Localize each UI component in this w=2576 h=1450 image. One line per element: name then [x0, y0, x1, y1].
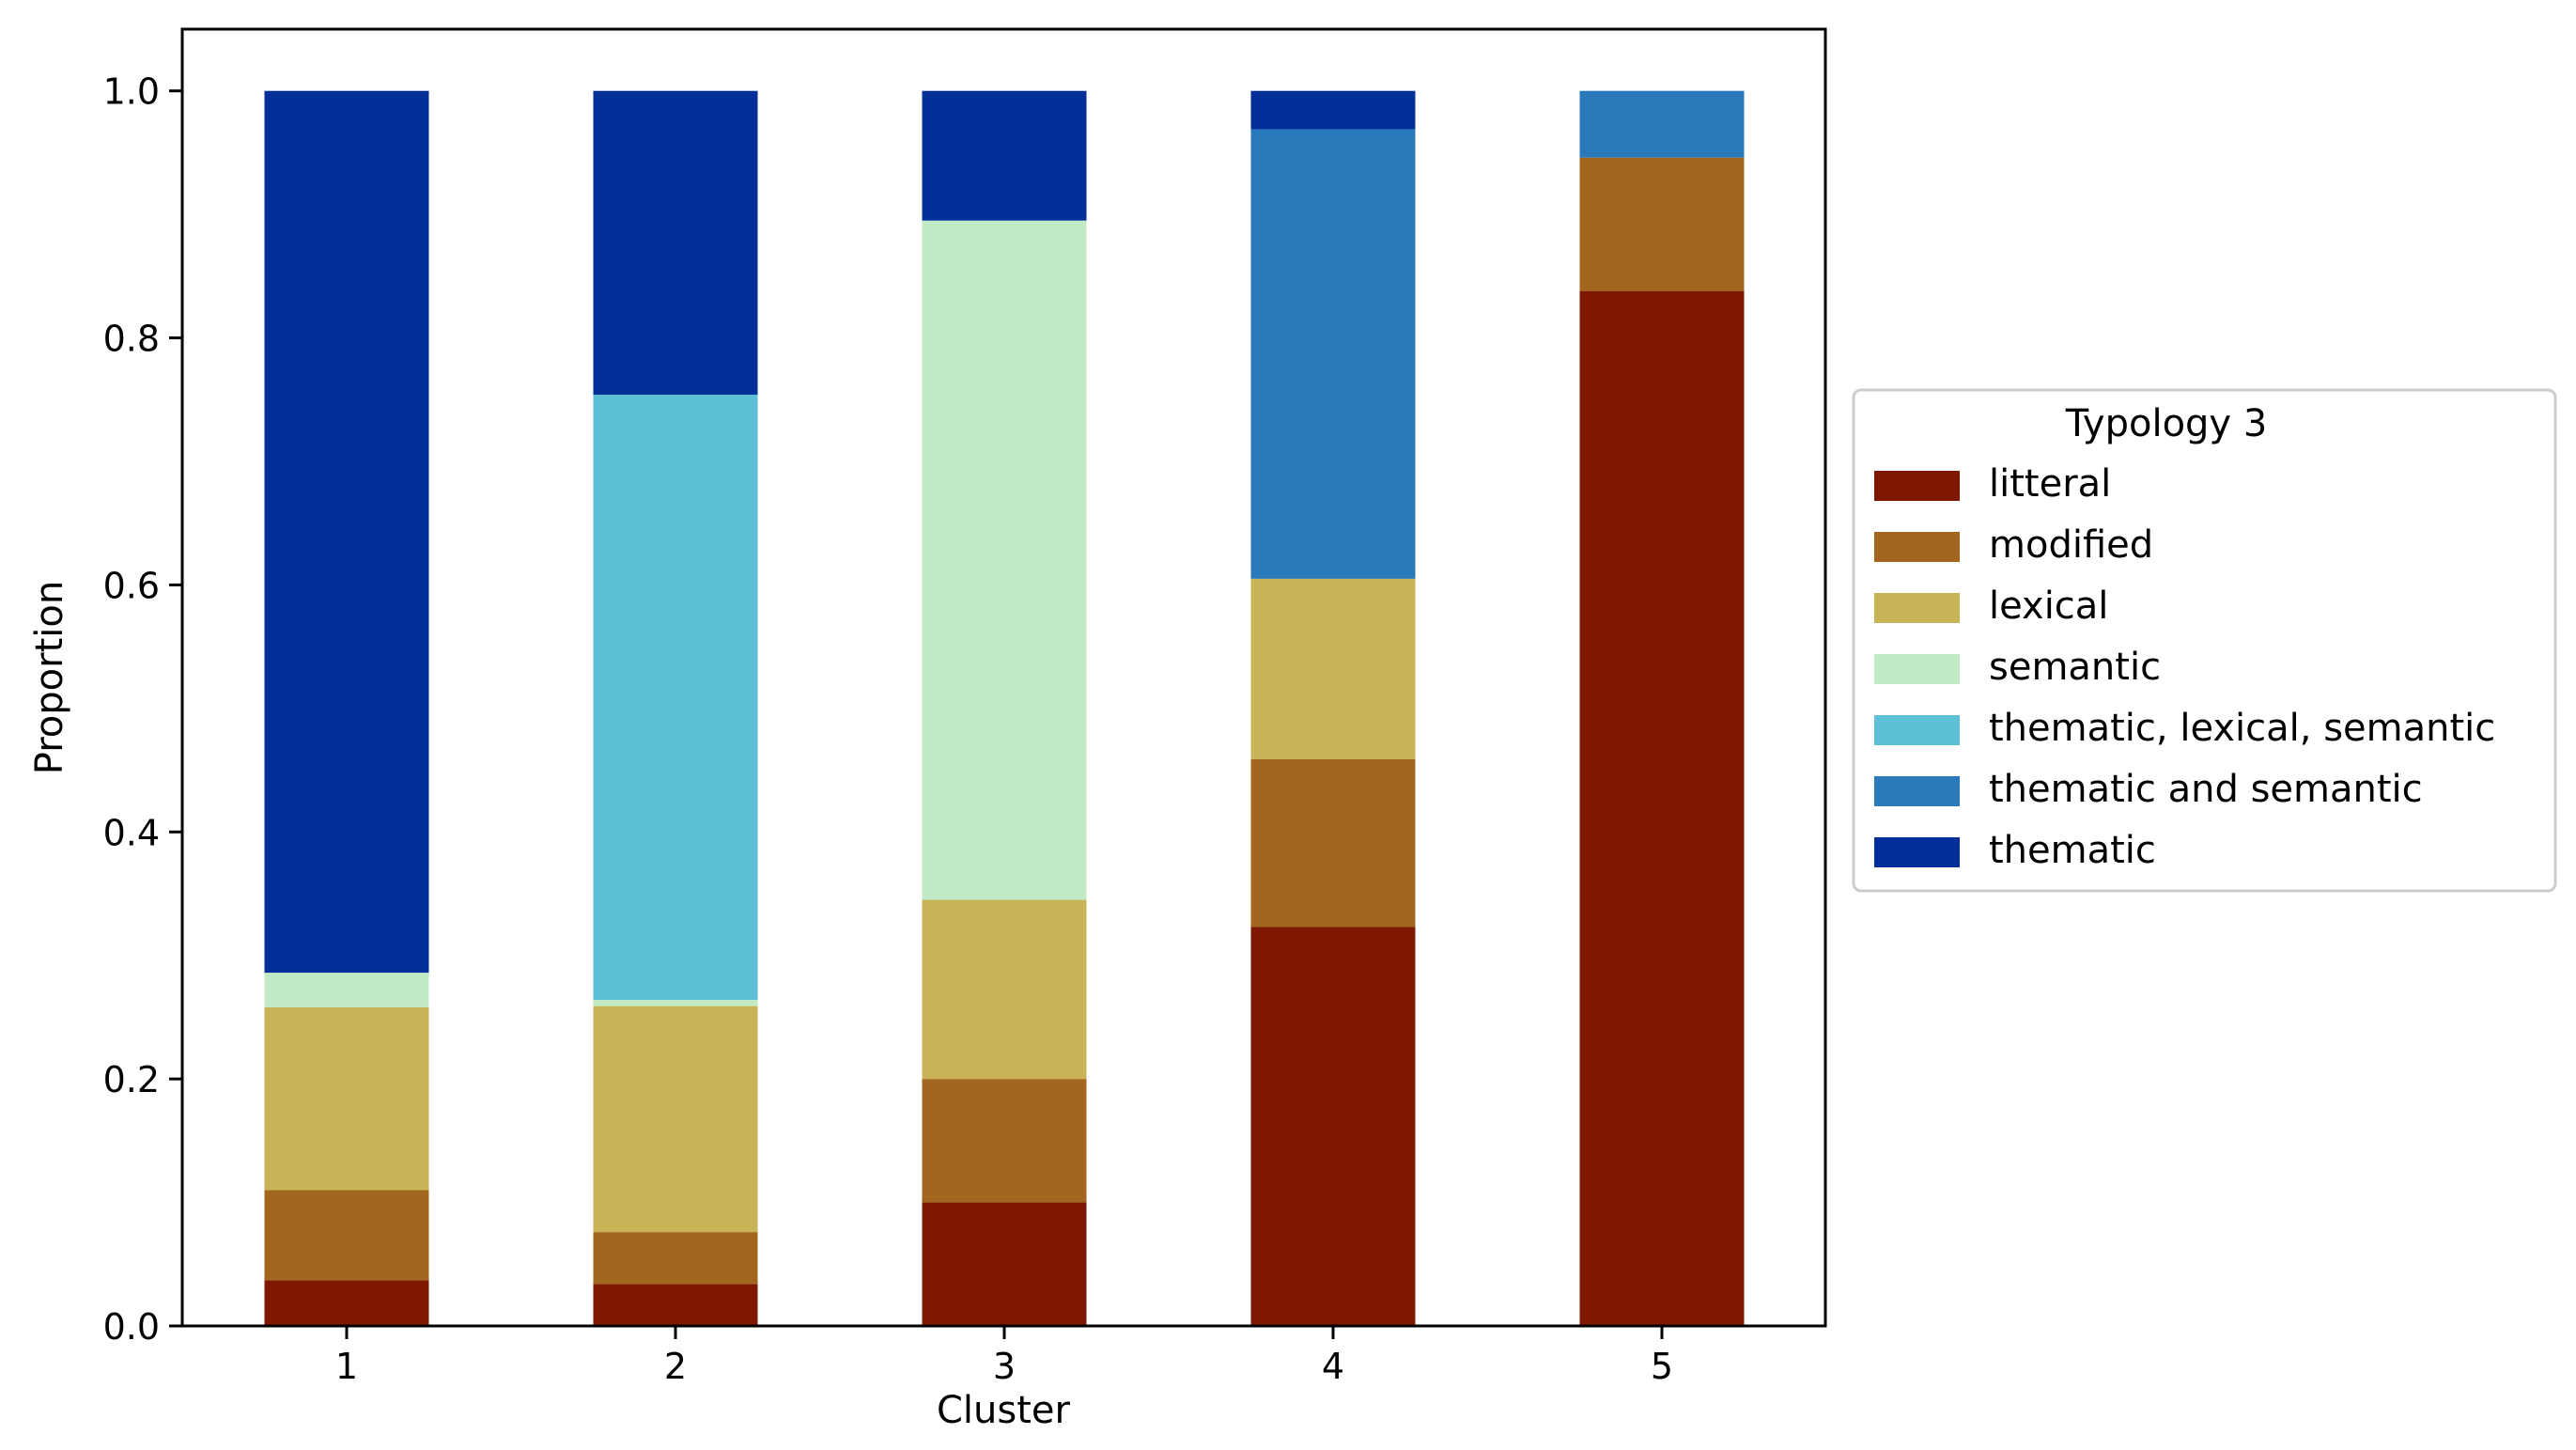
- legend-swatch: [1874, 715, 1960, 745]
- legend-frame: [1852, 388, 2557, 893]
- legend-entry-label: modified: [1989, 523, 2153, 567]
- bar-segment-cluster-5-modified: [1579, 157, 1745, 291]
- bar-segment-cluster-4-thematic: [1250, 90, 1416, 130]
- legend-entry-label: semantic: [1989, 646, 2161, 689]
- legend-entry-label: litteral: [1989, 462, 2111, 506]
- y-tick-label: 1.0: [103, 71, 160, 113]
- plot-frame: [180, 27, 1827, 1328]
- bar-segment-cluster-3-modified: [922, 1079, 1087, 1203]
- y-tick-label: 0.4: [103, 812, 160, 853]
- bar-segment-cluster-1-lexical: [264, 1006, 429, 1191]
- bar-segment-cluster-2-modified: [593, 1232, 758, 1285]
- bar-segment-cluster-4-modified: [1250, 758, 1416, 928]
- x-axis-label: Cluster: [937, 1389, 1071, 1432]
- bar-segment-cluster-5-litteral: [1579, 290, 1745, 1327]
- y-axis-label: Proportion: [28, 581, 71, 774]
- y-tick-label: 0.8: [103, 319, 160, 360]
- legend-swatch: [1874, 837, 1960, 867]
- x-tick-label: 5: [1651, 1346, 1673, 1387]
- legend-swatch: [1874, 532, 1960, 562]
- x-tick-label: 4: [1322, 1346, 1344, 1387]
- bar-segment-cluster-2-litteral: [593, 1284, 758, 1326]
- x-tick-label: 2: [664, 1346, 687, 1387]
- legend-swatch: [1874, 776, 1960, 806]
- y-tick-label: 0.2: [103, 1059, 160, 1100]
- bar-segment-cluster-5-thematic-and-semantic: [1579, 90, 1745, 158]
- legend-title: Typology 3: [2065, 402, 2268, 445]
- x-axis: 1 2 3 4 5: [335, 1326, 1673, 1387]
- bar-segment-cluster-1-thematic: [264, 90, 429, 974]
- bar-segment-cluster-4-litteral: [1250, 927, 1416, 1326]
- bar-segment-cluster-1-semantic: [264, 973, 429, 1007]
- bar-segment-cluster-3-lexical: [922, 899, 1087, 1080]
- legend-swatch: [1874, 654, 1960, 684]
- bar-segment-cluster-3-litteral: [922, 1202, 1087, 1326]
- bar-segment-cluster-2-thematic-lexical-semantic: [593, 395, 758, 1001]
- legend-entry-label: thematic: [1989, 829, 2156, 872]
- legend-swatch: [1874, 471, 1960, 501]
- legend-items: litteral modified lexical semantic thematic,…: [1874, 462, 2495, 872]
- bar-segment-cluster-3-thematic: [922, 90, 1087, 221]
- bar-segment-cluster-3-semantic: [922, 220, 1087, 900]
- x-tick-label: 1: [335, 1346, 358, 1387]
- bar-segment-cluster-2-lexical: [593, 1006, 758, 1233]
- y-tick-label: 0.6: [103, 565, 160, 606]
- legend-swatch: [1874, 593, 1960, 623]
- y-axis: 0.0 0.2 0.4 0.6 0.8 1.0: [103, 71, 182, 1348]
- legend-entry-label: thematic, lexical, semantic: [1989, 707, 2495, 750]
- bar-segment-cluster-1-modified: [264, 1190, 429, 1281]
- x-tick-label: 3: [993, 1346, 1016, 1387]
- legend-entry-label: thematic and semantic: [1989, 768, 2423, 811]
- y-tick-label: 0.0: [103, 1306, 160, 1348]
- bar-segment-cluster-2-thematic: [593, 90, 758, 396]
- bar-segment-cluster-4-lexical: [1250, 578, 1416, 759]
- bars-group: [264, 90, 1745, 1327]
- bar-segment-cluster-2-semantic: [593, 1000, 758, 1006]
- legend-entry-label: lexical: [1989, 585, 2108, 628]
- bar-segment-cluster-1-litteral: [264, 1280, 429, 1326]
- legend: Typology 3 litteral modified lexical semant…: [1852, 388, 2557, 893]
- bar-segment-cluster-4-thematic-and-semantic: [1250, 129, 1416, 579]
